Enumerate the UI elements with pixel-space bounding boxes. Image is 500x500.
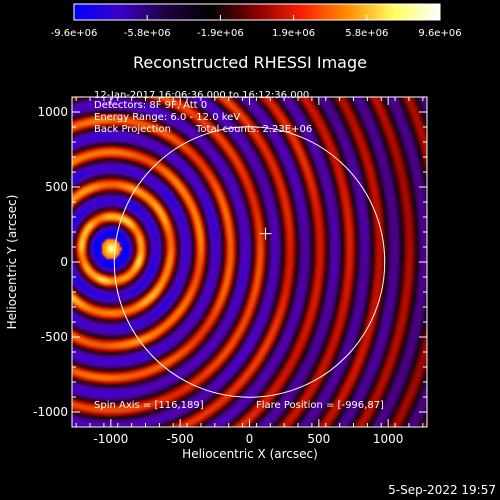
annotation-detectors: Detectors: 8F 9F, Att 0	[94, 100, 207, 111]
flare-position-label: Flare Position = [-996,87]	[256, 400, 384, 411]
colorbar-tick-label: -9.6e+06	[51, 28, 98, 39]
annotation-method: Back Projection	[94, 124, 171, 135]
colorbar-tick-label: 9.6e+06	[418, 28, 461, 39]
y-axis: -1000 -500 0 500 1000	[33, 96, 427, 428]
y-tick-label: -1000	[33, 405, 68, 419]
colorbar-ticks: -9.6e+06 -5.8e+06 -1.9e+06 1.9e+06 5.8e+06 9.…	[51, 15, 462, 39]
y-tick-label: -500	[41, 330, 68, 344]
x-tick-label: 0	[246, 432, 254, 446]
x-tick-label: -1000	[93, 432, 128, 446]
solar-limb	[113, 126, 386, 398]
spin-axis-label: Spin Axis = [116,189]	[94, 400, 204, 411]
annotation-energy-range: Energy Range: 6.0 - 12.0 keV	[94, 112, 240, 123]
plot-area: -1000 -500 0 500 1000 -1000 -500 0 500 1000 12-J…	[33, 90, 428, 446]
colorbar-tick-label: 1.9e+06	[272, 28, 315, 39]
annotation-time-range: 12-Jan-2017 16:06:36.000 to 16:12:36.000	[94, 90, 309, 101]
colorbar: -9.6e+06 -5.8e+06 -1.9e+06 1.9e+06 5.8e+06 9.…	[51, 3, 462, 39]
annotation-total-counts: Total counts: 2.23E+06	[195, 124, 312, 135]
colorbar-tick-label: -5.8e+06	[124, 28, 171, 39]
timestamp: 5-Sep-2022 19:57	[388, 483, 496, 497]
x-tick-label: 500	[307, 432, 330, 446]
y-tick-label: 500	[45, 180, 68, 194]
sun-center-cross	[259, 227, 272, 240]
heatmap-image	[72, 97, 427, 427]
colorbar-tick-label: 5.8e+06	[345, 28, 388, 39]
x-axis-label: Heliocentric X (arcsec)	[182, 447, 318, 461]
x-tick-label: -500	[167, 432, 194, 446]
x-axis: -1000 -500 0 500 1000	[75, 97, 424, 446]
colorbar-tick-label: -1.9e+06	[197, 28, 244, 39]
y-tick-label: 0	[60, 255, 68, 269]
chart-title: Reconstructed RHESSI Image	[133, 53, 367, 72]
colorbar-gradient	[73, 3, 441, 21]
annotation-block: 12-Jan-2017 16:06:36.000 to 16:12:36.000…	[94, 90, 312, 135]
x-tick-label: 1000	[373, 432, 404, 446]
y-axis-label: Heliocentric Y (arcsec)	[5, 195, 19, 330]
y-tick-label: 1000	[37, 105, 68, 119]
